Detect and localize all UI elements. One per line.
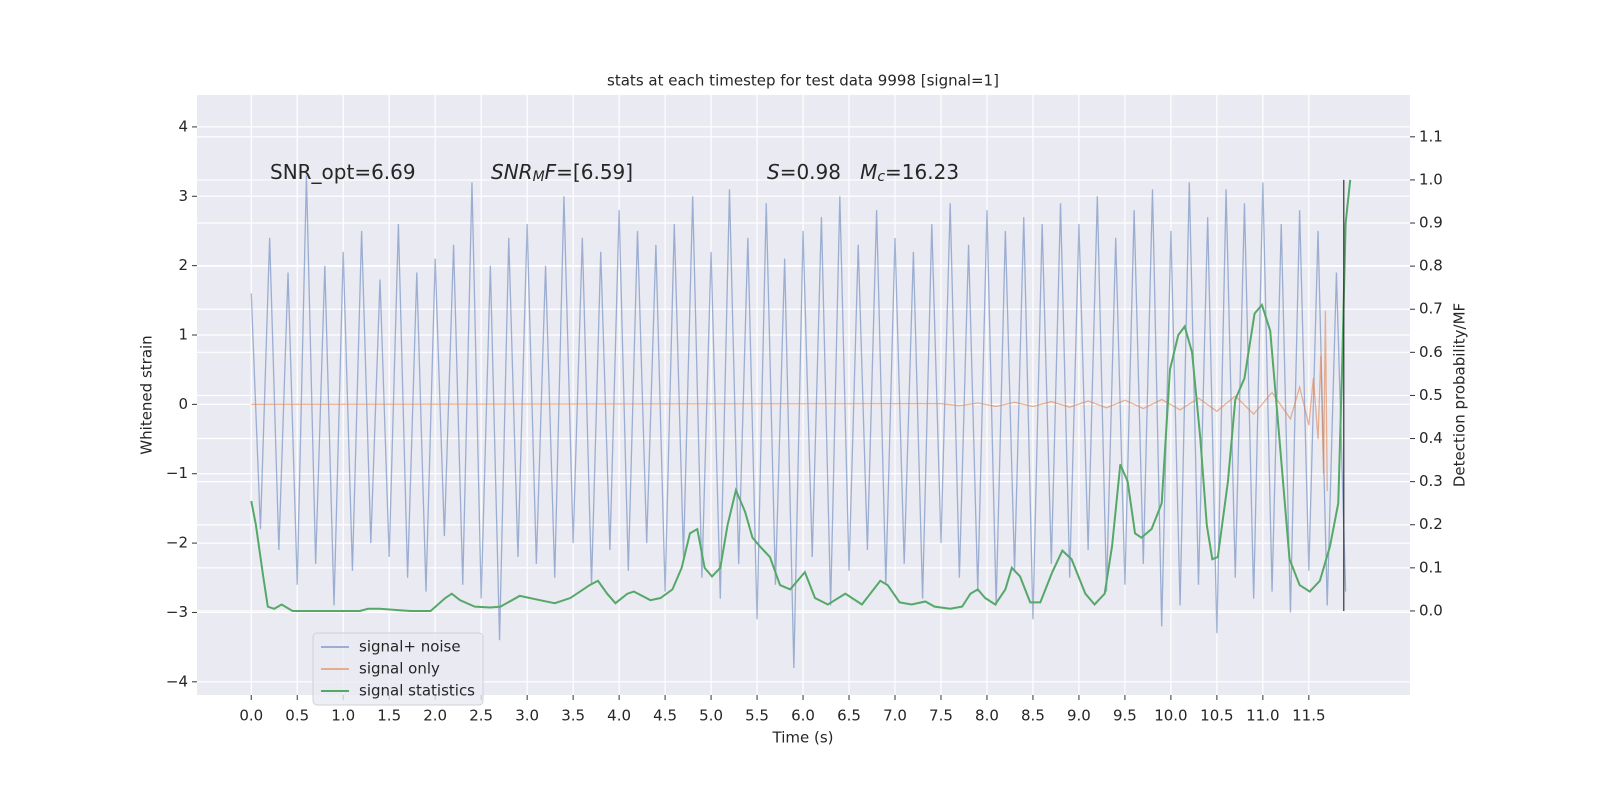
annotation: S=0.98 Mc=16.23 xyxy=(767,160,959,186)
y-tick-label: 2 xyxy=(178,256,188,274)
y-tick-label: 4 xyxy=(178,117,188,135)
annotation-part: S xyxy=(767,160,780,184)
annotation-part: F xyxy=(545,160,557,184)
x-tick-label: 1.0 xyxy=(331,707,355,725)
x-tick-label: 2.5 xyxy=(469,707,493,725)
x-tick-label: 7.0 xyxy=(883,707,907,725)
y2-axis-label: Detection probability/MF xyxy=(1451,303,1469,487)
series-line xyxy=(250,175,1347,668)
y-tick-label: −1 xyxy=(166,464,188,482)
x-tick-label: 6.5 xyxy=(837,707,861,725)
x-tick-label: 9.5 xyxy=(1113,707,1137,725)
series-line xyxy=(250,179,1352,612)
x-tick-label: 8.5 xyxy=(1021,707,1045,725)
grid xyxy=(197,95,1410,695)
y2-tick-label: 0.4 xyxy=(1419,429,1443,447)
x-tick-label: 0.5 xyxy=(285,707,309,725)
y2-tick-label: 0.8 xyxy=(1419,257,1443,275)
legend-label: signal statistics xyxy=(359,682,475,700)
y-tick-label: −2 xyxy=(166,534,188,552)
x-tick-label: 9.0 xyxy=(1067,707,1091,725)
annotation: SNRMF=[6.59] xyxy=(491,160,633,186)
y-tick-label: 3 xyxy=(178,187,188,205)
x-tick-label: 2.0 xyxy=(423,707,447,725)
x-tick-label: 5.0 xyxy=(699,707,723,725)
x-tick-label: 3.5 xyxy=(561,707,585,725)
x-tick-label: 4.0 xyxy=(607,707,631,725)
x-tick-label: 11.0 xyxy=(1246,707,1279,725)
annotation-part: M xyxy=(533,169,545,185)
y2-tick-label: 0.2 xyxy=(1419,515,1443,533)
annotation-part: SNR xyxy=(491,160,533,184)
legend-label: signal+ noise xyxy=(359,638,461,656)
x-tick-label: 8.0 xyxy=(975,707,999,725)
x-tick-label: 10.0 xyxy=(1154,707,1187,725)
y-tick-label: 0 xyxy=(178,395,188,413)
y-tick-label: −3 xyxy=(166,603,188,621)
y2-tick-label: 1.1 xyxy=(1419,127,1443,145)
y-tick-label: 1 xyxy=(178,326,188,344)
y2-tick-label: 0.5 xyxy=(1419,386,1443,404)
x-axis-label: Time (s) xyxy=(772,729,834,747)
x-tick-label: 6.0 xyxy=(791,707,815,725)
x-tick-label: 3.0 xyxy=(515,707,539,725)
y-tick-label: −4 xyxy=(166,672,188,690)
x-tick-label: 0.0 xyxy=(239,707,263,725)
legend-box xyxy=(312,632,484,706)
x-tick-label: 10.5 xyxy=(1200,707,1233,725)
y2-tick-label: 0.3 xyxy=(1419,472,1443,490)
annotation-part: SNR_opt=6.69 xyxy=(270,160,416,184)
annotation-part: =[6.59] xyxy=(556,160,633,184)
y2-tick-label: 0.6 xyxy=(1419,343,1443,361)
x-tick-label: 5.5 xyxy=(745,707,769,725)
series-line xyxy=(251,310,1328,492)
y2-tick-label: 0.1 xyxy=(1419,558,1443,576)
x-tick-label: 7.5 xyxy=(929,707,953,725)
legend-label: signal only xyxy=(359,660,440,678)
x-tick-label: 11.5 xyxy=(1292,707,1325,725)
chart-title: stats at each timestep for test data 999… xyxy=(607,72,999,90)
y2-tick-label: 0.0 xyxy=(1419,601,1443,619)
y2-tick-label: 0.7 xyxy=(1419,300,1443,318)
annotation-part: =0.98 xyxy=(780,160,860,184)
y2-tick-label: 0.9 xyxy=(1419,214,1443,232)
annotation-part: M xyxy=(860,160,877,184)
annotation-part: =16.23 xyxy=(885,160,959,184)
y2-tick-label: 1.0 xyxy=(1419,170,1443,188)
y-axis-label: Whitened strain xyxy=(138,335,156,454)
x-tick-label: 4.5 xyxy=(653,707,677,725)
annotation: SNR_opt=6.69 xyxy=(270,160,416,184)
x-tick-label: 1.5 xyxy=(377,707,401,725)
annotation-part: c xyxy=(877,169,885,185)
